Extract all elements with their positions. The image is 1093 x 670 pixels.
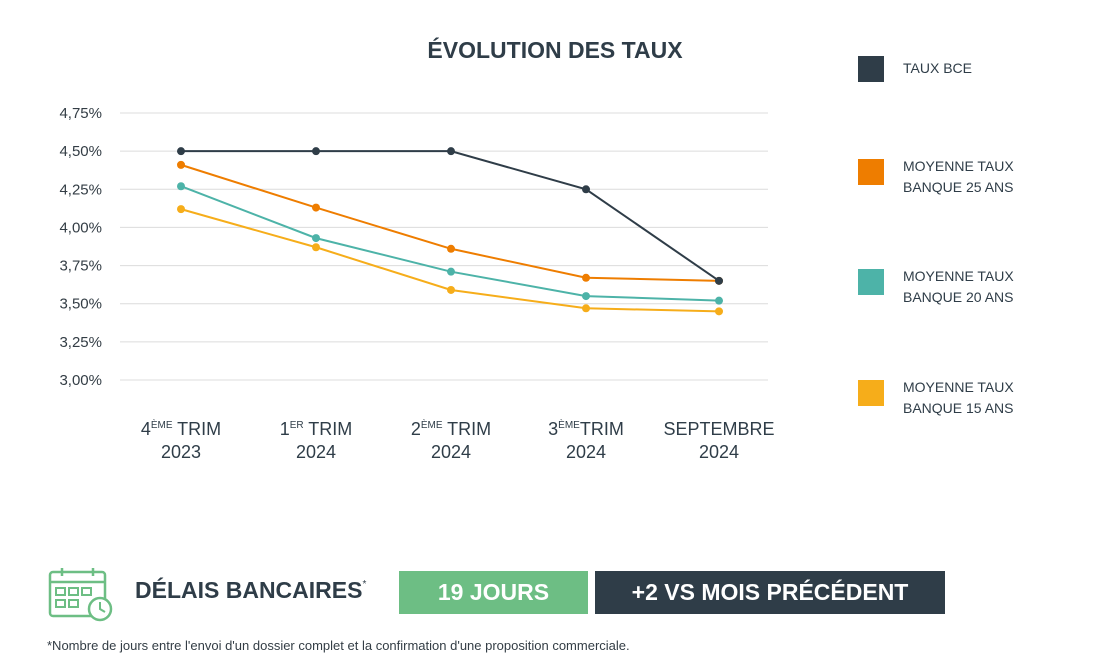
x-tick-label-line2: 2024 — [566, 442, 606, 462]
footnote: *Nombre de jours entre l'envoi d'un doss… — [47, 638, 630, 653]
data-point — [582, 273, 590, 282]
legend-label: MOYENNE TAUX BANQUE 20 ANS — [903, 268, 1014, 305]
days-badge: 19 JOURS — [399, 571, 588, 614]
legend-label: MOYENNE TAUX BANQUE 25 ANS — [903, 158, 1014, 195]
rates-chart: ÉVOLUTION DES TAUX 3,00% 3,25% 3,50% 3,75% 4,… — [59, 36, 774, 462]
x-category-label: SEPTEMBRE 2024 — [663, 419, 774, 462]
data-point — [177, 182, 185, 191]
data-point — [312, 203, 320, 212]
data-point — [177, 205, 185, 214]
legend-item: MOYENNE TAUX BANQUE 15 ANS — [858, 379, 1053, 419]
y-tick-label: 4,25% — [59, 181, 102, 198]
series-line — [180, 163, 720, 282]
series-line — [181, 150, 720, 282]
series-line — [180, 185, 720, 302]
y-tick-label: 4,50% — [59, 143, 102, 160]
legend-item: MOYENNE TAUX BANQUE 25 ANS — [858, 158, 1053, 198]
x-tick-label-line1: 2ÈME TRIM — [411, 418, 491, 439]
x-tick-label-line2: 2024 — [699, 442, 739, 462]
data-point — [447, 244, 455, 253]
x-tick-label-line2: 2024 — [296, 442, 336, 462]
legend-label: MOYENNE TAUX BANQUE 15 ANS — [903, 379, 1014, 416]
data-point — [447, 285, 455, 294]
data-point — [312, 147, 320, 156]
y-tick-label: 3,50% — [59, 296, 102, 313]
data-point — [312, 243, 320, 252]
y-tick-label: 3,25% — [59, 334, 102, 351]
data-point — [582, 185, 590, 194]
y-tick-label: 4,75% — [59, 105, 102, 122]
x-tick-label-line1: 4ÈME TRIM — [141, 418, 221, 439]
x-tick-label-line1: SEPTEMBRE — [663, 419, 774, 439]
legend-label: TAUX BCE — [903, 60, 972, 76]
x-tick-label-line2: 2024 — [431, 442, 471, 462]
calendar-clock-icon — [48, 568, 113, 622]
data-point — [715, 276, 723, 285]
x-tick-label-line1: 3ÈMETRIM — [548, 418, 624, 439]
legend-swatch — [858, 269, 884, 295]
data-point — [177, 160, 185, 169]
bank-delay-label: DÉLAIS BANCAIRES* — [135, 577, 367, 603]
data-point — [715, 307, 723, 316]
x-category-label: 2ÈME TRIM 2024 — [411, 418, 491, 462]
x-category-label: 4ÈME TRIM 2023 — [141, 418, 221, 462]
legend-swatch — [858, 380, 884, 406]
data-point — [312, 234, 320, 243]
data-point — [582, 292, 590, 301]
legend-swatch — [858, 159, 884, 185]
x-category-label: 1ER TRIM 2024 — [280, 419, 353, 462]
data-point — [582, 304, 590, 313]
data-point — [447, 267, 455, 276]
bank-delay-section: DÉLAIS BANCAIRES* 19 JOURS +2 VS MOIS PR… — [0, 560, 1093, 670]
y-tick-label: 3,00% — [59, 372, 102, 389]
legend-item: MOYENNE TAUX BANQUE 20 ANS — [858, 268, 1053, 308]
data-point — [447, 147, 455, 156]
y-tick-label: 3,75% — [59, 258, 102, 275]
x-tick-label-line1: 1ER TRIM — [280, 419, 353, 439]
x-tick-label-line2: 2023 — [161, 442, 201, 462]
legend-swatch — [858, 56, 884, 82]
legend-item: TAUX BCE — [858, 56, 1053, 82]
y-tick-label: 4,00% — [59, 219, 102, 236]
x-category-label: 3ÈMETRIM 2024 — [548, 418, 624, 462]
data-point — [715, 296, 723, 305]
chart-title: ÉVOLUTION DES TAUX — [427, 36, 683, 63]
data-point — [177, 147, 185, 156]
delta-badge: +2 VS MOIS PRÉCÉDENT — [595, 571, 945, 614]
